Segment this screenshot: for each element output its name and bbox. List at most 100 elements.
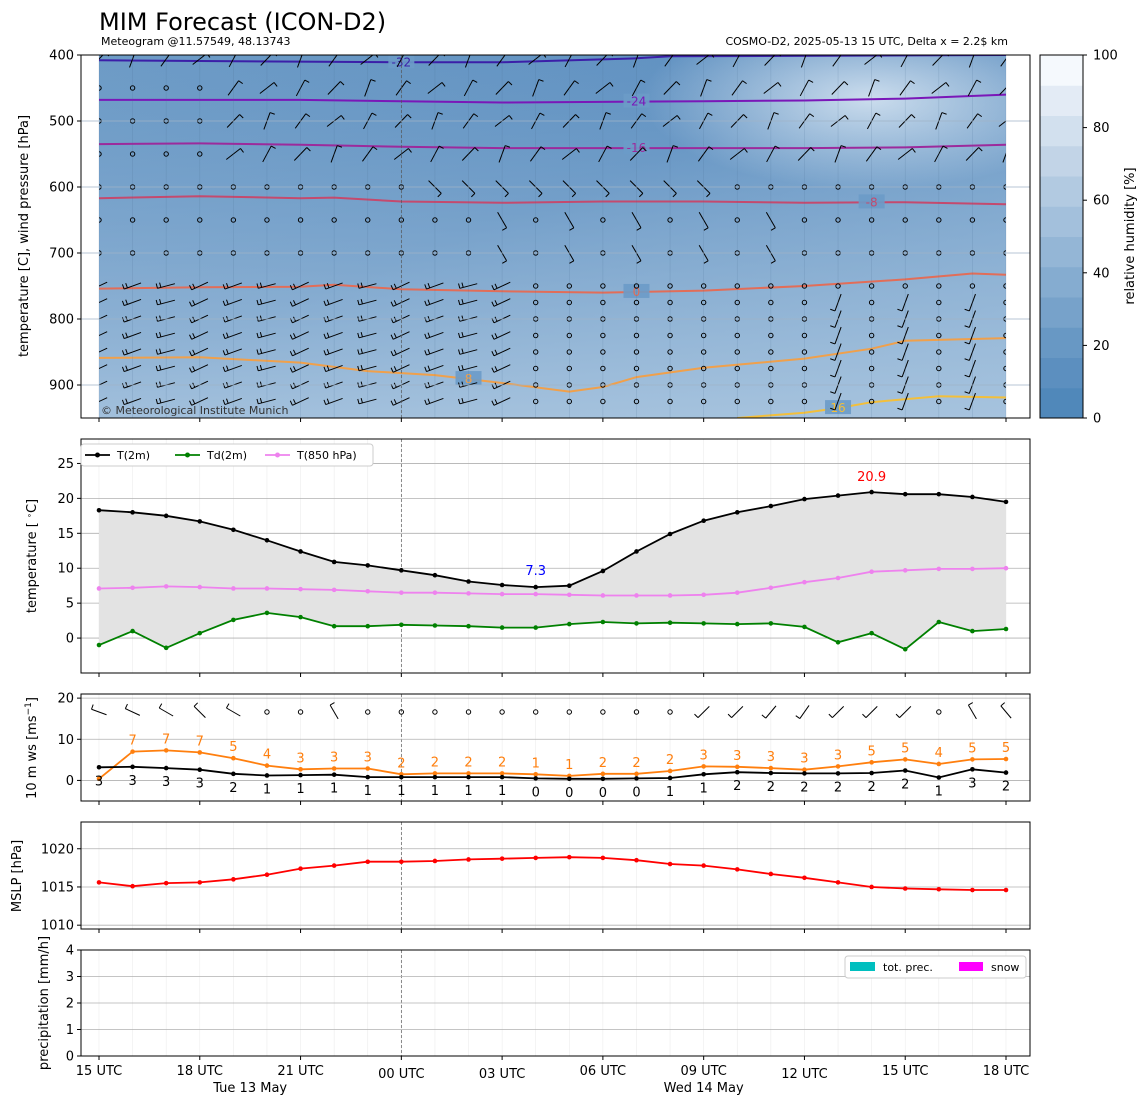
- legend-box: [80, 443, 374, 467]
- wind-barb-feather: [92, 399, 94, 404]
- wind-speed-value-label: 1: [330, 782, 338, 797]
- mslp-point: [399, 859, 404, 865]
- calm-wind-circle: [936, 365, 942, 372]
- wind-barb-feather: [437, 112, 443, 115]
- calm-wind-circle: [734, 398, 740, 405]
- calm-wind-circle: [667, 332, 673, 339]
- td2m-point: [331, 623, 337, 629]
- mslp-point: [499, 856, 505, 861]
- y-tick-label: 2: [66, 997, 74, 1012]
- gust-point: [264, 763, 270, 768]
- wind-barb-feather: [270, 145, 276, 149]
- wind-barb-feather: [239, 114, 244, 119]
- td2m-point: [499, 625, 505, 630]
- td2m-point: [600, 619, 606, 625]
- wind-barb-feather: [192, 366, 196, 372]
- calm-wind-circle: [365, 217, 371, 223]
- wind-barb-staff: [99, 314, 108, 320]
- colorbar-step: [1040, 176, 1083, 207]
- surface-wind-barbs: [91, 702, 1012, 720]
- wind-barb-feather: [424, 399, 427, 405]
- mslp-series: [96, 854, 1009, 893]
- calm-wind-circle: [99, 151, 102, 157]
- mslp-frame: [80, 821, 1031, 930]
- wind-barb-feather: [189, 351, 193, 357]
- wind-barb-feather: [862, 713, 867, 719]
- calm-wind-circle: [936, 349, 942, 355]
- wind-barb-feather: [968, 702, 973, 706]
- calm-wind-circle: [868, 217, 875, 223]
- td2m-point: [835, 639, 841, 645]
- gust-value-label: 5: [901, 741, 909, 756]
- wind-speed-point: [634, 776, 639, 781]
- calm-wind-circle: [667, 349, 673, 355]
- wind-barb-feather: [222, 284, 226, 290]
- calm-wind-circle: [801, 365, 808, 372]
- wind-barb-feather: [461, 364, 464, 371]
- t850-point: [835, 575, 841, 581]
- wind-barb-feather: [830, 374, 836, 378]
- calm-wind-circle: [700, 283, 707, 289]
- wind-barb-feather: [707, 112, 713, 116]
- wind-barb-feather: [575, 114, 580, 119]
- calm-wind-circle: [700, 349, 707, 355]
- t850-point: [231, 586, 236, 591]
- wind-barb-feather: [703, 260, 709, 264]
- wind-barb-feather: [159, 364, 162, 371]
- gust-value-label: 5: [968, 741, 976, 756]
- colorbar-tick-label: 40: [1093, 266, 1110, 281]
- precipitation-y-axis: 0 1 2 3 4: [66, 944, 81, 1065]
- wind-barb-feather: [226, 398, 229, 404]
- wind-barb-staff: [1000, 705, 1012, 719]
- y-tick-label: 1: [66, 1023, 74, 1038]
- wind-barb-feather: [1012, 82, 1016, 85]
- wind-barb-feather: [742, 80, 747, 85]
- isotherm-label-bg: [455, 371, 482, 386]
- wind-barb-feather: [494, 300, 498, 306]
- wind-barb-staff: [99, 380, 108, 386]
- td2m-point: [634, 621, 639, 626]
- calm-wind-circle: [801, 283, 808, 289]
- calm-wind-circle: [868, 349, 875, 355]
- wind-barb-feather: [458, 283, 461, 289]
- wind-barb-feather: [830, 308, 836, 312]
- wind-barb-feather: [897, 358, 903, 361]
- td2m-point: [936, 619, 942, 625]
- x-tick-label: 21 UTC: [277, 1064, 323, 1079]
- wind-barb-staff: [697, 705, 710, 719]
- legend-marker-t850: [275, 452, 280, 458]
- wind-barb-feather: [640, 79, 646, 83]
- wind-barb-feather: [323, 350, 327, 356]
- wind-barb-feather: [406, 51, 410, 53]
- wind-barb-feather: [256, 332, 259, 338]
- wind-speed-value-label: 1: [935, 785, 943, 800]
- x-tick-label: 18 UTC: [177, 1064, 223, 1079]
- t2m-point: [499, 582, 505, 588]
- colorbar-step: [1040, 266, 1083, 298]
- wind-barb-feather: [326, 283, 330, 289]
- wind-barb-staff: [532, 79, 540, 97]
- wind-barb-staff: [193, 705, 206, 719]
- wind-barb-feather: [293, 399, 297, 405]
- calm-wind-circle: [936, 398, 942, 405]
- wind-barb-feather: [461, 381, 464, 387]
- credit-text: © Meteorological Institute Munich: [101, 404, 288, 417]
- wind-barb-staff: [831, 81, 845, 95]
- t2m-point: [130, 510, 135, 515]
- wind-speed-value-label: 3: [196, 777, 204, 792]
- wind-speed-point: [96, 764, 102, 770]
- wind-barb-feather: [978, 147, 983, 152]
- wind-speed-point: [902, 768, 908, 773]
- isotherm-line: [99, 337, 1006, 393]
- wind-barb-feather: [259, 331, 263, 338]
- wind-barb-feather: [897, 374, 903, 378]
- wind-barb-feather: [89, 401, 91, 406]
- wind-barb-feather: [575, 148, 580, 153]
- calm-wind-circle: [835, 283, 841, 289]
- wind-barb-feather: [89, 368, 91, 373]
- wind-barb-staff: [225, 148, 241, 160]
- calm-wind-circle: [533, 709, 539, 715]
- wind-barb-feather: [329, 702, 335, 706]
- wind-barb-feather: [125, 349, 128, 355]
- t2m-point: [533, 584, 539, 590]
